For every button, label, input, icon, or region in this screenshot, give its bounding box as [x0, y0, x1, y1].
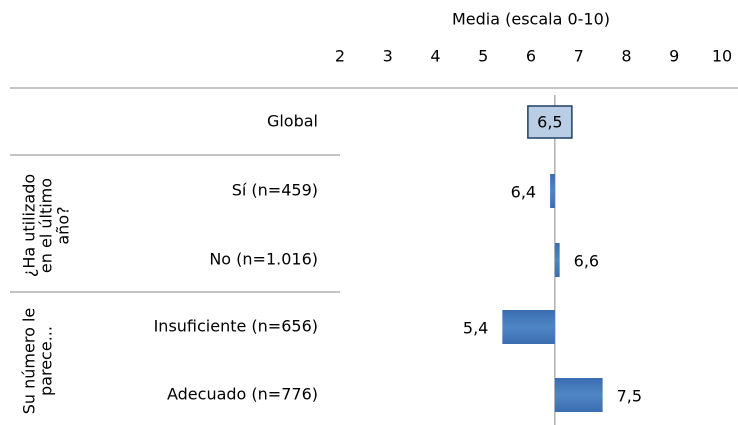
x-tick-label: 7 [574, 47, 584, 66]
value-label: 7,5 [617, 387, 642, 406]
x-tick-label: 8 [621, 47, 631, 66]
value-label: 6,4 [511, 183, 536, 202]
category-label: Sí (n=459) [232, 181, 318, 200]
group-label: parece... [37, 326, 56, 396]
x-tick-label: 6 [526, 47, 536, 66]
category-label: No (n=1.016) [209, 250, 318, 269]
x-tick-label: 5 [478, 47, 488, 66]
value-label: 5,4 [463, 319, 488, 338]
value-label: 6,5 [537, 113, 562, 132]
axis-title: Media (escala 0-10) [452, 10, 610, 29]
bar [554, 243, 560, 277]
bar [554, 378, 603, 412]
bar [550, 174, 555, 208]
x-tick-label: 2 [335, 47, 345, 66]
value-label: 6,6 [574, 252, 599, 271]
bar [502, 310, 555, 344]
category-label: Insuficiente (n=656) [154, 317, 318, 336]
group-label: Su número le [20, 308, 39, 414]
global-marker [527, 105, 573, 139]
x-tick-label: 10 [712, 47, 732, 66]
x-tick-label: 3 [383, 47, 393, 66]
group-label: año? [54, 206, 73, 244]
x-tick-label: 4 [430, 47, 440, 66]
category-label: Adecuado (n=776) [167, 385, 318, 404]
x-tick-label: 9 [669, 47, 679, 66]
group-label: ¿Ha utilizado [20, 174, 39, 277]
group-label: en el último [37, 178, 56, 273]
category-label: Global [267, 112, 318, 131]
